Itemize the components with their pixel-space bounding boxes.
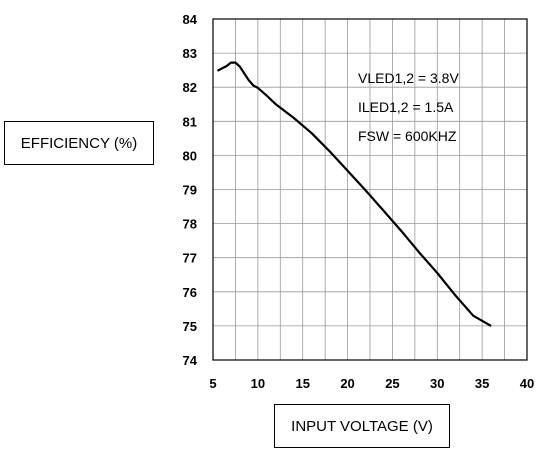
y-tick-label: 83 [183,46,197,61]
y-axis-label: EFFICIENCY (%) [4,121,154,165]
x-tick-labels: 5 10 15 20 25 30 35 40 [209,376,534,391]
y-tick-label: 74 [183,353,198,368]
x-tick-label: 10 [251,376,265,391]
y-tick-label: 80 [183,148,197,163]
y-tick-label: 81 [183,114,197,129]
x-tick-label: 25 [385,376,399,391]
annotation-iled: ILED1,2 = 1.5A [358,99,454,115]
x-axis-label: INPUT VOLTAGE (V) [274,404,450,448]
x-tick-label: 20 [340,376,354,391]
plot-frame [212,18,528,361]
annotation-vled: VLED1,2 = 3.8V [358,70,459,86]
y-tick-label: 82 [183,80,197,95]
x-tick-label: 15 [295,376,309,391]
test-conditions: VLED1,2 = 3.8V ILED1,2 = 1.5A FSW = 600K… [358,70,459,144]
x-tick-label: 5 [209,376,216,391]
y-tick-label: 77 [183,251,197,266]
y-tick-label: 75 [183,319,197,334]
y-tick-labels: 74 75 76 77 78 79 80 81 82 83 84 [183,12,198,368]
y-tick-label: 76 [183,285,197,300]
x-tick-label: 35 [475,376,489,391]
efficiency-curve [216,61,492,327]
annotation-fsw: FSW = 600KHZ [358,128,457,144]
y-tick-label: 78 [183,217,197,232]
x-tick-label: 40 [520,376,534,391]
x-tick-label: 30 [430,376,444,391]
y-tick-label: 84 [183,12,198,27]
y-tick-label: 79 [183,183,197,198]
